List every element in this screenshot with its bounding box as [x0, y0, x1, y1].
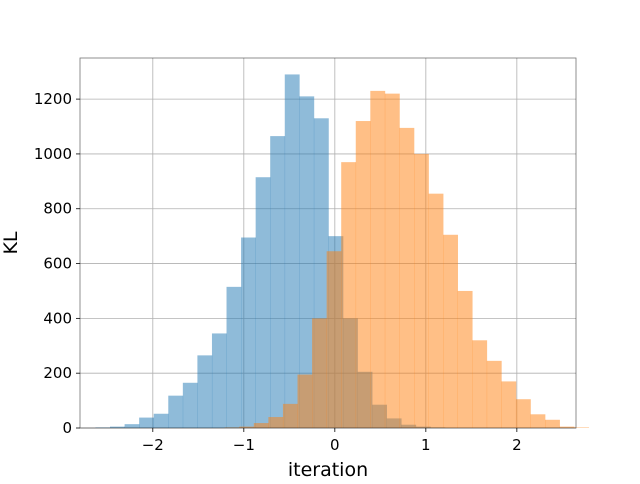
- histogram-bar-series-1: [124, 424, 140, 428]
- histogram-bar-series-2: [282, 403, 298, 428]
- x-tick-label: 0: [330, 436, 340, 454]
- histogram-bar-series-2: [253, 423, 269, 428]
- histogram-bar-series-2: [239, 426, 255, 428]
- x-tick-label: 1: [421, 436, 431, 454]
- axis-ticks: −2 −1 0 1 2 0 200 400 600 800 1000 1200: [34, 90, 522, 454]
- x-axis-label: iteration: [288, 459, 368, 480]
- y-tick-label: 0: [62, 419, 72, 437]
- histogram-bar-series-1: [168, 395, 184, 428]
- y-tick-label: 200: [43, 364, 72, 382]
- x-tick-label: 2: [512, 436, 522, 454]
- histogram-bar-series-2: [297, 374, 313, 428]
- histogram-bar-series-2: [428, 193, 444, 428]
- y-tick-label: 800: [43, 200, 72, 218]
- y-tick-label: 1200: [34, 90, 72, 108]
- histogram-bar-series-2: [341, 162, 357, 429]
- histogram-bar-series-2: [501, 381, 517, 428]
- histogram-bar-series-2: [515, 399, 531, 428]
- histogram-bars: [95, 74, 590, 429]
- histogram-bar-series-2: [414, 153, 429, 429]
- histogram-bar-series-1: [110, 426, 125, 428]
- axes-frame: [79, 57, 577, 429]
- histogram-bar-series-2: [326, 251, 342, 428]
- histogram-bar-series-2: [355, 121, 371, 428]
- histogram-bar-series-1: [211, 333, 227, 428]
- histogram-bar-series-1: [197, 355, 213, 428]
- histogram-bar-series-2: [559, 426, 575, 428]
- histogram-bar-series-1: [182, 382, 198, 428]
- histogram-bar-series-1: [139, 417, 155, 428]
- y-tick-label: 600: [43, 255, 72, 273]
- histogram-bar-series-1: [284, 74, 300, 428]
- histogram-bar-series-1: [255, 177, 271, 428]
- histogram-bar-series-2: [472, 340, 488, 428]
- histogram-bar-series-1: [226, 286, 242, 428]
- y-tick-label: 1000: [34, 145, 72, 163]
- histogram-bar-series-1: [299, 96, 315, 429]
- y-axis-label: KL: [0, 231, 22, 254]
- x-tick-label: −2: [142, 436, 164, 454]
- histogram-bar-series-1: [153, 413, 169, 428]
- histogram-bar-series-2: [312, 318, 327, 428]
- histogram-bar-series-2: [457, 290, 473, 428]
- y-tick-label: 400: [43, 309, 72, 327]
- histogram-bar-series-2: [268, 417, 284, 428]
- histogram-bar-series-2: [370, 90, 386, 428]
- histogram-bar-series-2: [574, 427, 590, 428]
- histogram-bar-series-2: [399, 127, 415, 428]
- histogram-bar-series-2: [443, 234, 458, 428]
- histogram-bar-series-2: [545, 419, 560, 428]
- histogram-bar-series-1: [270, 136, 286, 428]
- histogram-bar-series-2: [530, 414, 546, 428]
- x-tick-label: −1: [233, 436, 255, 454]
- histogram-bar-series-2: [486, 360, 502, 428]
- histogram-bar-series-1: [241, 237, 256, 428]
- histogram-bar-series-2: [384, 93, 400, 428]
